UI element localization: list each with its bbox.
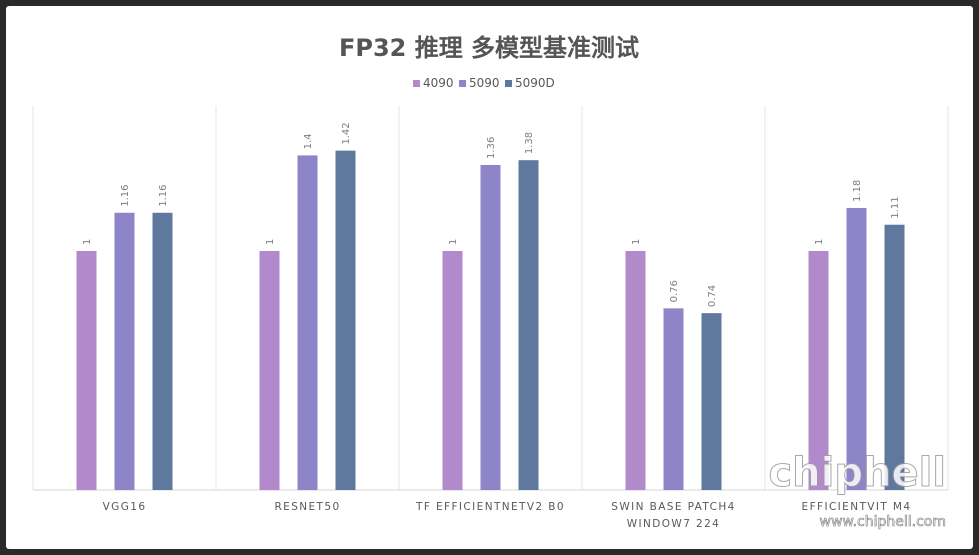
bar-4090-2 bbox=[442, 251, 463, 490]
bar-5090-3 bbox=[663, 308, 684, 490]
value-label: 1 bbox=[814, 239, 825, 245]
value-label: 0.74 bbox=[707, 285, 718, 307]
value-label: 1.16 bbox=[120, 184, 131, 206]
value-label: 1 bbox=[265, 239, 276, 245]
chart-title: FP32 推理 多模型基准测试 bbox=[339, 34, 639, 62]
bar-5090d-2 bbox=[518, 160, 539, 490]
legend-label-5090: 5090 bbox=[469, 76, 500, 90]
legend: 4090 5090 5090D bbox=[413, 76, 555, 90]
chart-slide: FP32 推理 多模型基准测试 4090 5090 5090D 1 1.16 1.16 1… bbox=[6, 6, 973, 549]
x-tick-label: WINDOW7 224 bbox=[627, 518, 721, 530]
bar-4090-1 bbox=[259, 251, 280, 490]
value-label: 1 bbox=[448, 239, 459, 245]
bar-5090d-1 bbox=[335, 150, 356, 490]
bar-5090-4 bbox=[846, 207, 867, 491]
value-label: 1 bbox=[82, 239, 93, 245]
chiphell-watermark: chiphell www.chiphell.com bbox=[768, 450, 947, 531]
bar-4090-3 bbox=[625, 251, 646, 490]
legend-swatch-4090 bbox=[413, 80, 420, 87]
x-tick-label: VGG16 bbox=[103, 501, 147, 513]
value-label: 1.38 bbox=[524, 132, 535, 154]
bar-5090-0 bbox=[114, 212, 135, 490]
legend-label-4090: 4090 bbox=[423, 76, 454, 90]
bar-5090d-0 bbox=[152, 212, 173, 490]
bars bbox=[76, 150, 905, 491]
bar-4090-4 bbox=[808, 251, 829, 490]
legend-label-5090d: 5090D bbox=[515, 76, 555, 90]
bar-5090-1 bbox=[297, 155, 318, 490]
value-label: 1 bbox=[631, 239, 642, 245]
legend-swatch-5090d bbox=[505, 80, 512, 87]
value-label: 1.42 bbox=[341, 122, 352, 144]
x-tick-label: SWIN BASE PATCH4 bbox=[611, 501, 736, 513]
x-tick-label: TF EFFICIENTNETV2 B0 bbox=[415, 501, 565, 513]
bar-5090d-3 bbox=[701, 313, 722, 490]
x-tick-label: EFFICIENTVIT M4 bbox=[802, 501, 912, 513]
value-label: 1.18 bbox=[852, 180, 863, 202]
value-label: 1.11 bbox=[890, 196, 901, 218]
watermark-logo: chiphell bbox=[768, 450, 946, 496]
value-label: 1.36 bbox=[486, 137, 497, 159]
x-tick-label: RESNET50 bbox=[274, 501, 340, 513]
value-label: 0.76 bbox=[669, 280, 680, 302]
value-labels: 1 1.16 1.16 1 1.4 1.42 1 1.36 1.38 1 0.76 0.74 1 1.18… bbox=[82, 122, 901, 307]
bar-chart: FP32 推理 多模型基准测试 4090 5090 5090D 11.16 1.161… bbox=[32, 34, 949, 531]
value-label: 1.4 bbox=[303, 133, 314, 149]
value-label: 1.16 bbox=[158, 184, 169, 206]
legend-swatch-5090 bbox=[459, 80, 466, 87]
bar-4090-0 bbox=[76, 251, 97, 490]
watermark-url: www.chiphell.com bbox=[820, 514, 946, 530]
bar-5090d-4 bbox=[884, 224, 905, 490]
x-axis-tick-labels: VGG16 RESNET50 TF EFFICIENTNETV2 B0 SWIN BA… bbox=[103, 501, 912, 530]
bar-5090-2 bbox=[480, 164, 501, 490]
